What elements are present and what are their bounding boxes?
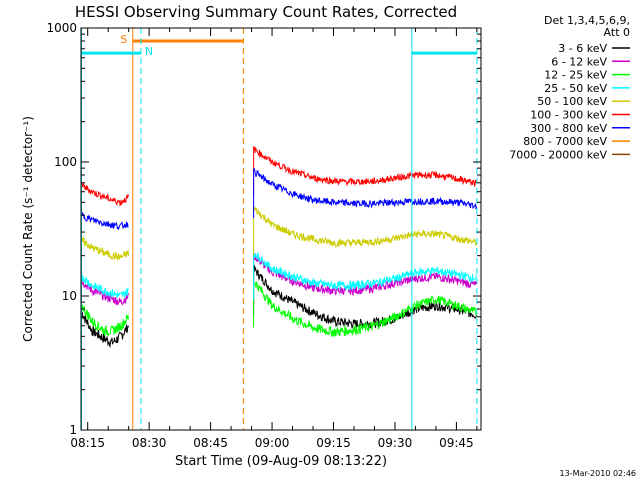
- series-trace: [81, 311, 129, 348]
- x-tick-label: 08:30: [132, 436, 167, 450]
- legend-entry-label: 3 - 6 keV: [558, 42, 607, 55]
- legend-entry-label: 25 - 50 keV: [544, 82, 607, 95]
- x-tick-label: 09:00: [255, 436, 290, 450]
- series-trace: [81, 236, 129, 262]
- series-trace: [81, 182, 129, 207]
- y-axis-label: Corrected Count Rate (s⁻¹ detector⁻¹): [21, 116, 35, 342]
- x-tick-label: 08:45: [193, 436, 228, 450]
- x-tick-label: 09:30: [378, 436, 413, 450]
- y-tick-label: 100: [54, 155, 77, 169]
- x-tick-label: 09:45: [439, 436, 474, 450]
- footer-date: 13-Mar-2010 02:46: [560, 469, 637, 478]
- x-axis-label: Start Time (09-Aug-09 08:13:22): [175, 454, 387, 469]
- y-tick-label: 1000: [46, 21, 77, 35]
- legend-entry-label: 50 - 100 keV: [537, 95, 607, 108]
- legend-header: Att 0: [604, 26, 630, 39]
- y-tick-label: 1: [69, 423, 77, 437]
- axes: 08:15 08:30 08:45 09:00 09:15 09:30 09:45 1 10 10…: [46, 21, 481, 450]
- plot-frame: [80, 27, 482, 431]
- legend-entry-label: 100 - 300 keV: [530, 109, 607, 122]
- series-trace: [81, 304, 129, 338]
- legend-entry-label: 6 - 12 keV: [551, 55, 607, 68]
- legend-entry-label: 300 - 800 keV: [530, 122, 607, 135]
- series-trace: [253, 280, 477, 337]
- night-label: N: [145, 45, 153, 58]
- legend-entry-label: 12 - 25 keV: [544, 69, 607, 82]
- series-trace: [253, 146, 477, 188]
- x-tick-label: 08:15: [70, 436, 105, 450]
- legend-entry-label: 7000 - 20000 keV: [509, 148, 607, 161]
- series-trace: [253, 206, 477, 248]
- series-trace: [253, 168, 477, 210]
- saa-label: S: [120, 33, 127, 46]
- y-tick-label: 10: [62, 289, 77, 303]
- legend-entry-label: 800 - 7000 keV: [523, 135, 607, 148]
- series-trace: [253, 252, 477, 291]
- legend-header: Det 1,3,4,5,6,9,: [544, 14, 630, 27]
- x-tick-label: 09:15: [316, 436, 351, 450]
- series-trace: [81, 211, 129, 230]
- series-traces: [81, 146, 477, 348]
- series-trace: [81, 274, 129, 299]
- chart-title: HESSI Observing Summary Count Rates, Cor…: [75, 3, 457, 21]
- series-trace: [81, 280, 129, 306]
